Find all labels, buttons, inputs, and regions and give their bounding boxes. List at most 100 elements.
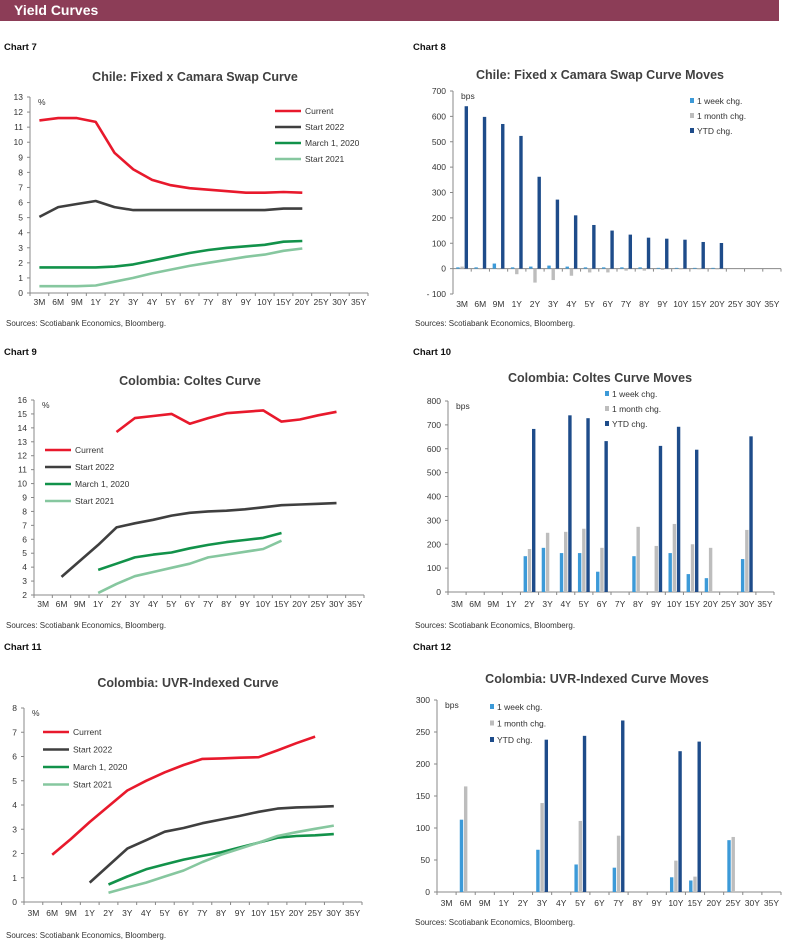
bar-1-week-chg- xyxy=(456,267,460,269)
legend-label: March 1, 2020 xyxy=(75,479,130,489)
bar-ytd-chg- xyxy=(544,739,549,892)
y-tick-label: 10 xyxy=(18,479,28,489)
x-tick-label: 2Y xyxy=(524,599,535,609)
x-tick-label: 8Y xyxy=(639,299,650,309)
x-tick-label: 3Y xyxy=(542,599,553,609)
y-tick-label: 16 xyxy=(18,395,28,405)
chart-label: Chart 12 xyxy=(413,642,451,653)
x-tick-label: 3Y xyxy=(548,299,559,309)
legend-label: Current xyxy=(75,445,104,455)
y-tick-label: 600 xyxy=(432,111,446,121)
bar-1-month-chg- xyxy=(674,860,678,892)
x-tick-label: 4Y xyxy=(148,599,159,609)
y-tick-label: 7 xyxy=(12,727,17,737)
x-tick-label: 35Y xyxy=(764,299,779,309)
y-tick-label: 800 xyxy=(427,396,441,406)
x-tick-label: 3M xyxy=(37,599,49,609)
x-tick-label: 6Y xyxy=(594,898,605,908)
x-tick-label: 1Y xyxy=(93,599,104,609)
x-tick-label: 2Y xyxy=(530,299,541,309)
bar-1-week-chg- xyxy=(492,263,497,269)
y-tick-label: 4 xyxy=(22,562,27,572)
section-header: Yield Curves xyxy=(0,0,779,20)
bar-1-week-chg- xyxy=(541,547,546,592)
x-tick-label: 6M xyxy=(52,297,64,307)
bar-ytd-chg- xyxy=(586,418,590,592)
y-tick-label: 0 xyxy=(18,288,23,298)
bar-1-month-chg- xyxy=(460,266,464,269)
y-tick-label: 6 xyxy=(22,534,27,544)
x-tick-label: 20Y xyxy=(292,599,307,609)
x-tick-label: 30Y xyxy=(739,599,754,609)
legend-swatch xyxy=(490,704,494,709)
x-tick-label: 4Y xyxy=(556,898,567,908)
x-tick-label: 6M xyxy=(460,898,472,908)
x-tick-label: 20Y xyxy=(710,299,725,309)
x-tick-label: 3M xyxy=(27,908,39,918)
y-tick-label: 6 xyxy=(12,752,17,762)
legend-label: March 1, 2020 xyxy=(73,762,128,772)
x-tick-label: 9Y xyxy=(235,908,246,918)
source-note: Sources: Scotiabank Economics, Bloomberg… xyxy=(6,931,166,940)
legend-swatch xyxy=(690,113,694,118)
y-tick-label: 3 xyxy=(18,243,23,253)
legend-swatch xyxy=(490,720,494,726)
bar-1-month-chg- xyxy=(600,547,604,592)
x-tick-label: 5Y xyxy=(575,898,586,908)
x-tick-label: 9M xyxy=(71,297,83,307)
x-tick-label: 1Y xyxy=(91,297,102,307)
bar-1-month-chg- xyxy=(616,835,621,892)
legend-label: Current xyxy=(305,106,334,116)
y-tick-label: 8 xyxy=(12,703,17,713)
source-note: Sources: Scotiabank Economics, Bloomberg… xyxy=(415,918,575,927)
bar-1-month-chg- xyxy=(745,529,749,592)
bar-1-month-chg- xyxy=(624,268,628,271)
bar-1-month-chg- xyxy=(731,836,735,892)
bar-1-month-chg- xyxy=(582,528,586,592)
chart-label: Chart 9 xyxy=(4,347,37,358)
bar-ytd-chg- xyxy=(532,428,536,592)
x-tick-label: 1Y xyxy=(499,898,510,908)
y-tick-label: 6 xyxy=(18,198,23,208)
y-tick-label: 100 xyxy=(416,823,430,833)
source-note: Sources: Scotiabank Economics, Bloomberg… xyxy=(415,621,575,630)
bar-1-week-chg- xyxy=(536,849,540,892)
y-tick-label: 1 xyxy=(18,273,23,283)
x-tick-label: 25Y xyxy=(307,908,322,918)
unit-label: bps xyxy=(456,401,470,411)
x-tick-label: 5Y xyxy=(584,299,595,309)
header-divider xyxy=(0,20,779,21)
bar-1-week-chg- xyxy=(740,559,745,592)
x-tick-label: 7Y xyxy=(613,898,624,908)
x-tick-label: 10Y xyxy=(251,908,266,918)
y-tick-label: 100 xyxy=(427,563,441,573)
x-tick-label: 20Y xyxy=(295,297,310,307)
x-tick-label: 9M xyxy=(493,299,505,309)
bar-1-month-chg- xyxy=(642,268,647,271)
x-tick-label: 4Y xyxy=(141,908,152,918)
x-tick-label: 10Y xyxy=(667,599,682,609)
bar-1-week-chg- xyxy=(686,574,690,592)
x-tick-label: 9M xyxy=(65,908,77,918)
bar-1-month-chg- xyxy=(496,268,501,270)
bar-1-week-chg- xyxy=(565,266,569,269)
y-tick-label: 5 xyxy=(12,776,17,786)
y-tick-label: 3 xyxy=(22,576,27,586)
legend-label: Start 2021 xyxy=(305,154,344,164)
chart-label: Chart 11 xyxy=(4,642,42,653)
bar-1-week-chg- xyxy=(612,867,617,892)
x-tick-label: 35Y xyxy=(757,599,772,609)
legend-swatch xyxy=(605,406,609,411)
bar-1-month-chg- xyxy=(672,523,677,592)
x-tick-label: 35Y xyxy=(347,599,362,609)
x-tick-label: 35Y xyxy=(345,908,360,918)
bar-1-month-chg- xyxy=(463,786,468,892)
bar-1-week-chg- xyxy=(474,267,478,269)
x-tick-label: 3Y xyxy=(128,297,139,307)
x-tick-label: 8Y xyxy=(632,898,643,908)
x-tick-label: 9M xyxy=(487,599,499,609)
legend-label: Start 2021 xyxy=(75,496,114,506)
y-tick-label: 4 xyxy=(12,800,17,810)
x-tick-label: 7Y xyxy=(203,599,214,609)
y-tick-label: 500 xyxy=(427,468,441,478)
